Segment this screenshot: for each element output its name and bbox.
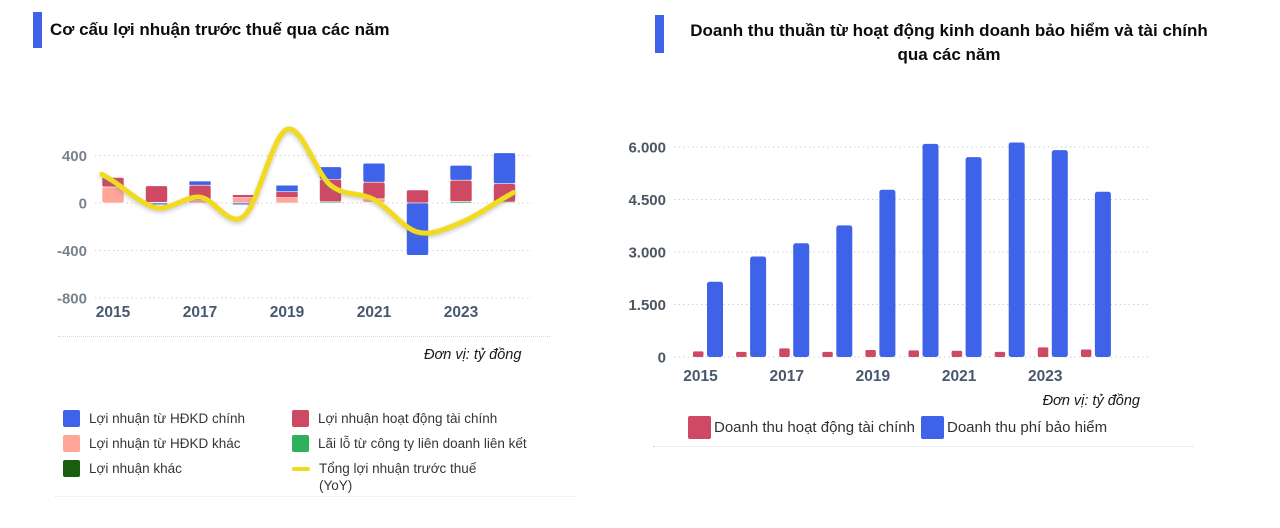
finance-revenue-bar-2018[interactable] — [822, 351, 833, 357]
premium-revenue-bar-2015[interactable] — [707, 281, 723, 357]
premium-revenue-bar-2016[interactable] — [750, 256, 767, 357]
legend-label: Lợi nhuận từ HĐKD khác — [89, 436, 241, 451]
finance-revenue-bar-2022[interactable] — [994, 351, 1006, 357]
legend-label: Doanh thu phí bảo hiểm — [947, 419, 1108, 436]
revenue-chart: 6.000 4.500 3.000 1.500 0 2015 2017 2019 2021 202… — [628, 140, 1148, 385]
legend-item[interactable]: Tổng lợi nhuận trước thuế (YoY) — [292, 460, 572, 494]
y-axis-tick-label: 1.500 — [628, 297, 666, 314]
premium-revenue-bar-2019[interactable] — [879, 189, 896, 357]
finance-revenue-bar-2021[interactable] — [951, 350, 963, 357]
bar-segment-2021[interactable] — [362, 162, 386, 183]
right-unit-note: Đơn vị: tỷ đồng — [1042, 393, 1140, 409]
finance-revenue-bar-2024[interactable] — [1080, 349, 1092, 357]
bar-segment-2019[interactable] — [275, 184, 299, 193]
legend-item[interactable]: Lợi nhuận từ HĐKD khác — [63, 435, 292, 452]
legend-swatch — [63, 410, 80, 427]
x-axis-year-label: 2021 — [357, 304, 392, 321]
y-axis-tick-label: 0 — [79, 196, 87, 213]
right-chart-title-line1: Doanh thu thuần từ hoạt động kinh doanh … — [690, 21, 1208, 40]
right-chart-legend: Doanh thu hoạt động tài chính Doanh thu p… — [688, 416, 1107, 439]
left-chart-bottom-separator — [58, 336, 550, 337]
left-chart-title: Cơ cấu lợi nhuận trước thuế qua các năm — [50, 20, 390, 39]
y-axis-tick-label: 4.500 — [628, 192, 666, 209]
legend-item[interactable]: Doanh thu phí bảo hiểm — [921, 416, 1107, 439]
legend-swatch — [921, 416, 944, 439]
y-axis-tick-label: 400 — [62, 148, 87, 165]
bar-segment-2023[interactable] — [449, 179, 473, 202]
premium-revenue-bar-2021[interactable] — [965, 157, 982, 357]
bar-segment-2018[interactable] — [232, 194, 255, 198]
x-axis-year-label: 2017 — [183, 304, 217, 321]
bar-segment-2019[interactable] — [275, 191, 299, 198]
legend-swatch — [63, 435, 80, 452]
finance-revenue-bar-2023[interactable] — [1037, 347, 1049, 357]
legend-label: Lợi nhuận khác — [89, 461, 182, 476]
legend-label: Doanh thu hoạt động tài chính — [714, 419, 915, 436]
legend-label: Lãi lỗ từ công ty liên doanh liên kết — [318, 436, 527, 451]
legend-item[interactable]: Lợi nhuận từ HĐKD chính — [63, 410, 292, 427]
legend-label-line2: (YoY) — [319, 478, 353, 493]
legend-item[interactable]: Doanh thu hoạt động tài chính — [688, 416, 915, 439]
legend-line-marker — [292, 467, 310, 471]
finance-revenue-bar-2020[interactable] — [908, 350, 920, 357]
legend-swatch — [292, 435, 309, 452]
legend-swatch — [63, 460, 80, 477]
legend-label: Lợi nhuận từ HĐKD chính — [89, 411, 245, 426]
finance-revenue-bar-2019[interactable] — [865, 350, 876, 357]
x-axis-year-label: 2021 — [942, 368, 977, 385]
bar-segment-2016[interactable] — [145, 185, 168, 203]
y-axis-tick-label: 3.000 — [628, 245, 666, 262]
x-axis-year-label: 2023 — [444, 304, 479, 321]
bar-segment-2024[interactable] — [493, 152, 516, 184]
bar-segment-2017[interactable] — [188, 180, 212, 186]
legend-swatch — [292, 410, 309, 427]
legend-swatch — [688, 416, 711, 439]
premium-revenue-bar-2020[interactable] — [922, 143, 939, 357]
bar-segment-2022[interactable] — [406, 189, 429, 204]
legend-label: Tổng lợi nhuận trước thuế (YoY) — [319, 461, 477, 493]
legend-label: Lợi nhuận hoạt động tài chính — [318, 411, 498, 426]
premium-revenue-bar-2024[interactable] — [1094, 191, 1111, 357]
y-axis-tick-label: -400 — [57, 243, 87, 260]
y-axis-tick-label: 6.000 — [628, 140, 666, 157]
total-profit-line[interactable] — [99, 126, 516, 236]
x-axis-year-label: 2023 — [1028, 368, 1063, 385]
y-axis-tick-label: 0 — [658, 350, 666, 367]
x-axis-year-label: 2019 — [856, 368, 891, 385]
x-axis-year-label: 2015 — [96, 304, 131, 321]
profit-structure-chart: 400 0 -400 -800 2015 2017 2019 2021 2023 — [57, 126, 532, 321]
finance-revenue-bar-2017[interactable] — [779, 348, 790, 357]
finance-revenue-bar-2016[interactable] — [736, 351, 747, 357]
right-chart-title: Doanh thu thuần từ hoạt động kinh doanh … — [668, 19, 1230, 67]
right-title-accent-bar — [655, 15, 664, 53]
finance-revenue-bar-2015[interactable] — [693, 351, 704, 357]
left-unit-note: Đơn vị: tỷ đồng — [424, 347, 522, 363]
x-axis-year-label: 2019 — [270, 304, 305, 321]
x-axis-year-label: 2017 — [769, 368, 803, 385]
x-axis-year-label: 2015 — [683, 368, 718, 385]
bar-segment-2023[interactable] — [449, 165, 473, 181]
bar-segment-2019[interactable] — [275, 197, 299, 204]
legend-item[interactable]: Lợi nhuận khác — [63, 460, 292, 494]
legend-item[interactable]: Lãi lỗ từ công ty liên doanh liên kết — [292, 435, 572, 452]
right-legend-bottom-separator — [653, 446, 1193, 447]
legend-item[interactable]: Lợi nhuận hoạt động tài chính — [292, 410, 572, 427]
premium-revenue-bar-2017[interactable] — [793, 243, 810, 357]
premium-revenue-bar-2023[interactable] — [1051, 150, 1068, 357]
left-title-accent-bar — [33, 12, 42, 48]
left-chart-legend: Lợi nhuận từ HĐKD chính Lợi nhuận từ HĐKD… — [63, 410, 572, 494]
left-legend-bottom-separator — [55, 496, 575, 497]
right-chart-title-line2: qua các năm — [897, 45, 1001, 64]
y-axis-tick-label: -800 — [57, 291, 87, 308]
premium-revenue-bar-2018[interactable] — [836, 225, 853, 357]
premium-revenue-bar-2022[interactable] — [1008, 142, 1025, 357]
